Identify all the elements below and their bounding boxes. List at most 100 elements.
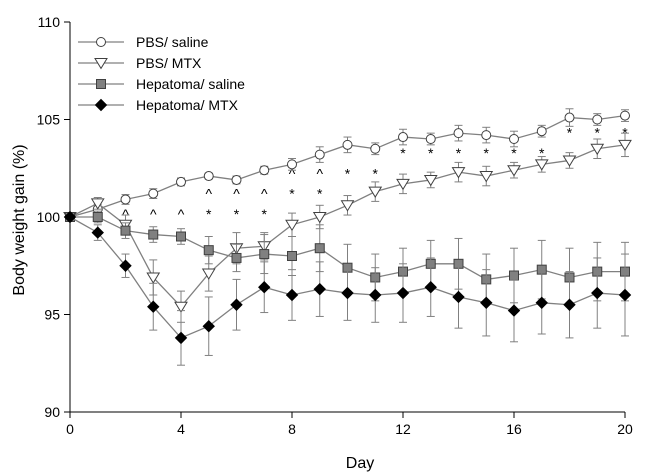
data-point bbox=[230, 298, 243, 311]
series-4 bbox=[63, 210, 632, 366]
asterisk-annotation: * bbox=[373, 165, 379, 181]
data-point bbox=[312, 212, 327, 224]
asterisk-annotation: * bbox=[289, 186, 295, 202]
caret-annotation: ^ bbox=[205, 186, 212, 202]
data-point bbox=[176, 231, 186, 242]
data-point bbox=[564, 112, 575, 123]
data-point bbox=[120, 194, 131, 205]
caret-annotation: ^ bbox=[261, 186, 268, 202]
data-point bbox=[201, 268, 216, 280]
asterisk-annotation: * bbox=[567, 124, 573, 140]
data-point bbox=[285, 219, 299, 232]
data-point bbox=[368, 186, 383, 199]
data-point bbox=[480, 296, 493, 310]
caret-annotation: ^ bbox=[289, 165, 296, 181]
data-point bbox=[479, 171, 494, 183]
legend-marker bbox=[94, 98, 108, 112]
data-point bbox=[453, 128, 464, 139]
data-point bbox=[259, 165, 270, 176]
legend-marker bbox=[96, 79, 106, 89]
data-point bbox=[174, 301, 188, 314]
data-point bbox=[91, 226, 104, 239]
asterisk-annotation: * bbox=[345, 165, 351, 181]
data-point bbox=[146, 272, 161, 284]
x-tick-label: 12 bbox=[395, 421, 411, 437]
caret-annotation: ^ bbox=[122, 206, 129, 222]
legend-label: Hepatoma/ saline bbox=[136, 76, 245, 92]
data-point bbox=[147, 300, 160, 313]
data-point bbox=[398, 132, 408, 143]
data-point bbox=[314, 149, 325, 160]
data-point bbox=[536, 126, 547, 137]
asterisk-annotation: * bbox=[456, 145, 462, 161]
data-point bbox=[174, 331, 188, 345]
data-point bbox=[369, 288, 382, 302]
x-axis-title: Day bbox=[346, 455, 374, 472]
data-point bbox=[534, 159, 549, 171]
asterisk-annotation: * bbox=[622, 124, 628, 140]
data-point bbox=[452, 290, 465, 304]
x-tick-label: 4 bbox=[177, 421, 185, 437]
legend-label: PBS/ saline bbox=[136, 34, 209, 50]
data-point bbox=[148, 188, 159, 199]
asterisk-annotation: * bbox=[262, 206, 268, 222]
data-point bbox=[202, 319, 215, 333]
legend-entry: PBS/ saline bbox=[78, 34, 209, 50]
asterisk-annotation: * bbox=[511, 145, 517, 161]
data-point bbox=[231, 252, 242, 263]
significance-annotations: ^*^*^^^*^*^*^*^************ bbox=[94, 124, 628, 242]
data-point bbox=[258, 280, 271, 294]
asterisk-annotation: * bbox=[400, 145, 406, 161]
data-point bbox=[285, 288, 299, 302]
data-point bbox=[396, 286, 410, 300]
data-point bbox=[481, 130, 492, 141]
data-point bbox=[424, 280, 437, 294]
legend: PBS/ saline PBS/ MTX Hepatoma/ saline Hepat… bbox=[78, 34, 245, 113]
y-tick-label: 90 bbox=[44, 404, 60, 420]
x-tick-label: 8 bbox=[288, 421, 296, 437]
series-1 bbox=[65, 108, 630, 222]
legend-marker bbox=[94, 58, 108, 70]
data-point bbox=[451, 167, 466, 179]
data-point bbox=[509, 270, 519, 281]
y-axis-title: Body weight gain (%) bbox=[11, 144, 28, 295]
y-tick-label: 105 bbox=[37, 112, 61, 128]
caret-annotation: ^ bbox=[233, 186, 240, 202]
data-point bbox=[620, 110, 630, 121]
data-point bbox=[90, 198, 105, 210]
y-tick-label: 95 bbox=[44, 307, 60, 323]
caret-annotation: ^ bbox=[178, 206, 185, 222]
asterisk-annotation: * bbox=[539, 145, 545, 161]
data-point bbox=[618, 288, 632, 302]
data-point bbox=[562, 155, 577, 167]
data-point bbox=[313, 282, 326, 296]
asterisk-annotation: * bbox=[428, 145, 434, 161]
data-point bbox=[342, 139, 353, 150]
data-point bbox=[203, 245, 214, 256]
asterisk-annotation: * bbox=[234, 206, 240, 222]
data-point bbox=[287, 251, 297, 261]
data-point bbox=[63, 210, 77, 224]
data-point bbox=[340, 200, 355, 212]
data-point bbox=[287, 159, 297, 170]
legend-label: PBS/ MTX bbox=[136, 55, 202, 71]
legend-label: Hepatoma/ MTX bbox=[136, 97, 239, 113]
data-point bbox=[148, 229, 159, 240]
legend-entry: PBS/ MTX bbox=[78, 55, 202, 71]
data-point bbox=[176, 176, 186, 187]
data-point bbox=[203, 171, 214, 182]
data-point bbox=[119, 259, 132, 272]
data-point bbox=[591, 286, 604, 300]
data-point bbox=[507, 165, 521, 177]
data-point bbox=[370, 143, 381, 154]
data-point bbox=[509, 134, 519, 144]
y-tick-label: 100 bbox=[37, 209, 61, 225]
asterisk-annotation: * bbox=[317, 186, 323, 202]
series-2 bbox=[63, 132, 632, 323]
data-point bbox=[314, 243, 325, 254]
legend-entry: Hepatoma/ MTX bbox=[78, 97, 239, 113]
x-tick-label: 0 bbox=[66, 421, 74, 437]
axes: 90 95 100 105 110 0 4 8 12 16 20 bbox=[37, 14, 633, 437]
data-point bbox=[592, 114, 603, 125]
